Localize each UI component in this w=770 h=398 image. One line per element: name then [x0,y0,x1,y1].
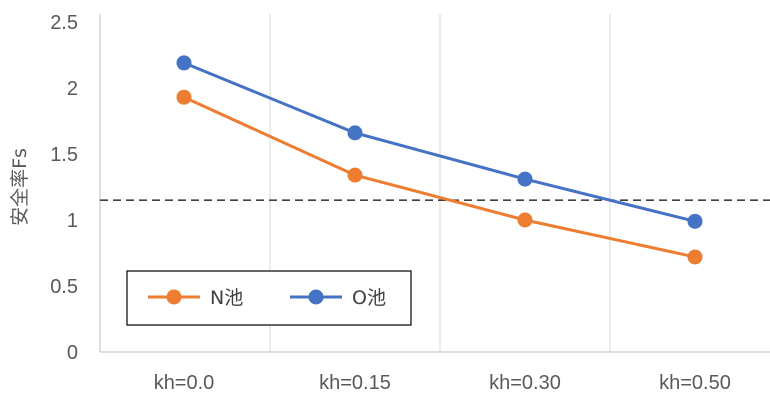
data-point-1-2 [517,171,533,187]
legend: N池 O池 [126,270,412,326]
y-tick-label-1: 0.5 [50,276,78,298]
y-tick-label-2: 1 [67,210,78,232]
legend-marker-0 [166,289,182,305]
data-point-1-3 [687,213,703,229]
x-tick-label-2: kh=0.30 [489,372,561,394]
series-line-0 [183,95,696,259]
data-point-0-3 [687,249,703,265]
y-tick-label-3: 1.5 [50,144,78,166]
y-tick-labels: 0 0.5 1 1.5 2 2.5 [50,12,78,364]
legend-label-1: O池 [352,287,386,309]
series-line-1 [183,61,696,223]
data-point-0-2 [517,212,533,228]
series-group [176,55,703,265]
data-point-1-1 [347,125,363,141]
y-tick-label-0: 0 [67,342,78,364]
data-point-0-1 [347,167,363,183]
y-tick-label-4: 2 [67,78,78,100]
y-tick-label-5: 2.5 [50,12,78,34]
axes [99,14,770,353]
x-tick-labels: kh=0.0 kh=0.15 kh=0.30 kh=0.50 [154,372,731,394]
x-tick-label-3: kh=0.50 [659,372,731,394]
legend-label-0: N池 [210,287,243,309]
x-tick-label-0: kh=0.0 [154,372,215,394]
y-axis-title: 安全率Fs [9,148,31,226]
legend-marker-1 [308,289,324,305]
x-tick-label-1: kh=0.15 [319,372,391,394]
data-point-1-0 [176,55,192,71]
data-point-0-0 [176,89,192,105]
